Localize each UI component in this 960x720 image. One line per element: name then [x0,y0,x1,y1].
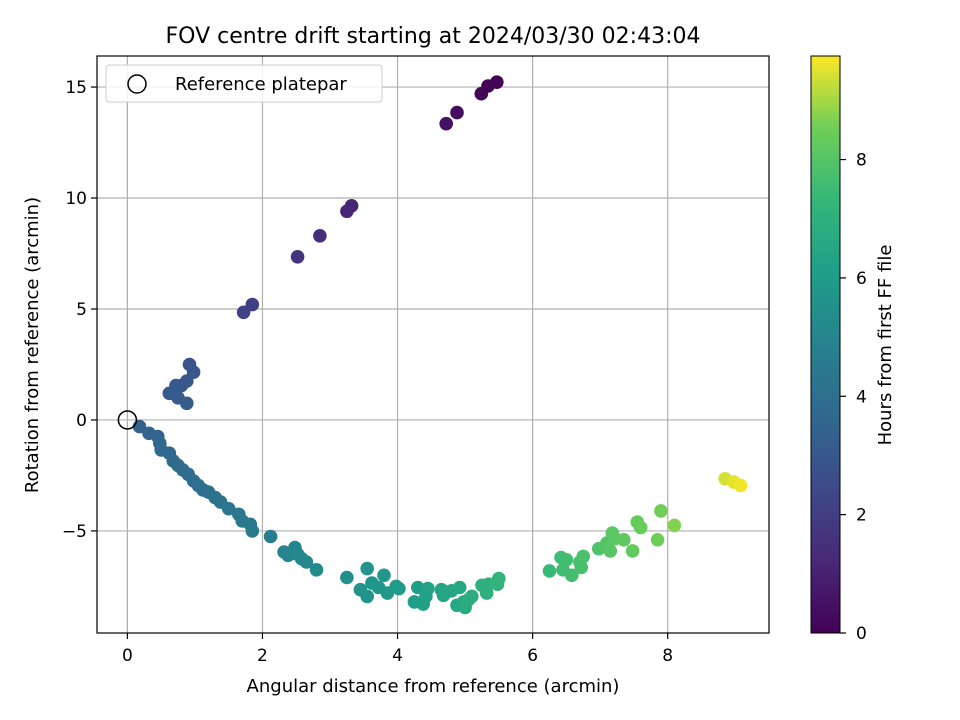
data-point [180,396,194,411]
data-point [733,478,748,493]
data-point [360,561,375,576]
data-point [360,589,375,604]
data-point [603,544,618,558]
data-point [450,105,464,120]
colorbar-gradient [810,55,841,634]
y-axis-ticks: −5 0 5 10 15 [62,78,97,542]
data-point [625,544,640,558]
data-point [340,204,354,219]
plot-grid [97,56,769,633]
legend-entry: Reference platepar [175,74,347,95]
x-tick-label: 6 [527,646,538,666]
y-axis-label: Rotation from reference (arcmin) [22,197,43,493]
legend-marker-open-circle [127,74,147,94]
legend: Reference platepar [105,64,383,103]
data-point [377,568,391,583]
colorbar-label: Hours from first FF file [875,245,896,446]
x-tick-label: 2 [257,646,268,666]
data-point [565,568,579,583]
colorbar: 0 2 4 6 8 Hours from first FF file [810,55,896,644]
x-tick-label: 0 [122,646,133,666]
data-point [263,529,278,544]
data-point [221,501,236,516]
x-axis-ticks: 0 2 4 6 8 [122,633,673,666]
data-point [617,533,631,547]
colorbar-tick-label: 2 [856,506,867,526]
x-axis-label: Angular distance from reference (arcmin) [247,676,620,697]
y-tick-label: 5 [76,300,87,320]
data-point [411,580,425,595]
colorbar-tick-label: 6 [856,269,867,289]
data-point [309,563,324,577]
data-point [236,305,251,320]
data-point [245,297,260,312]
legend-box [105,64,383,103]
data-point [290,249,305,264]
y-tick-label: 15 [65,78,87,98]
data-point [633,520,648,535]
data-point [452,580,467,595]
plot-area [96,55,770,634]
data-point [559,553,574,567]
colorbar-tick-label: 8 [856,151,867,171]
data-point [490,577,505,591]
colorbar-ticks: 0 2 4 6 8 [840,151,867,644]
data-point [313,229,327,243]
x-tick-label: 8 [662,646,673,666]
data-point [650,533,665,547]
data-point [421,581,435,596]
chart-title: FOV centre drift starting at 2024/03/30 … [166,24,701,49]
data-point [439,116,454,131]
y-tick-label: 0 [76,411,87,431]
data-points [117,75,748,615]
data-point [576,549,591,564]
colorbar-tick-label: 4 [856,387,867,407]
data-point [474,86,489,101]
data-point [465,589,479,604]
data-point [245,524,260,538]
reference-platepar-marker [117,410,138,430]
data-point [299,555,314,569]
data-point [654,504,668,518]
data-point [542,564,557,578]
y-tick-label: 10 [65,189,87,209]
data-point [392,581,406,596]
colorbar-tick-label: 0 [856,624,867,644]
data-point [667,518,682,533]
y-tick-label: −5 [62,522,87,542]
x-tick-label: 4 [392,646,403,666]
data-point [574,560,588,575]
data-point [340,570,354,585]
